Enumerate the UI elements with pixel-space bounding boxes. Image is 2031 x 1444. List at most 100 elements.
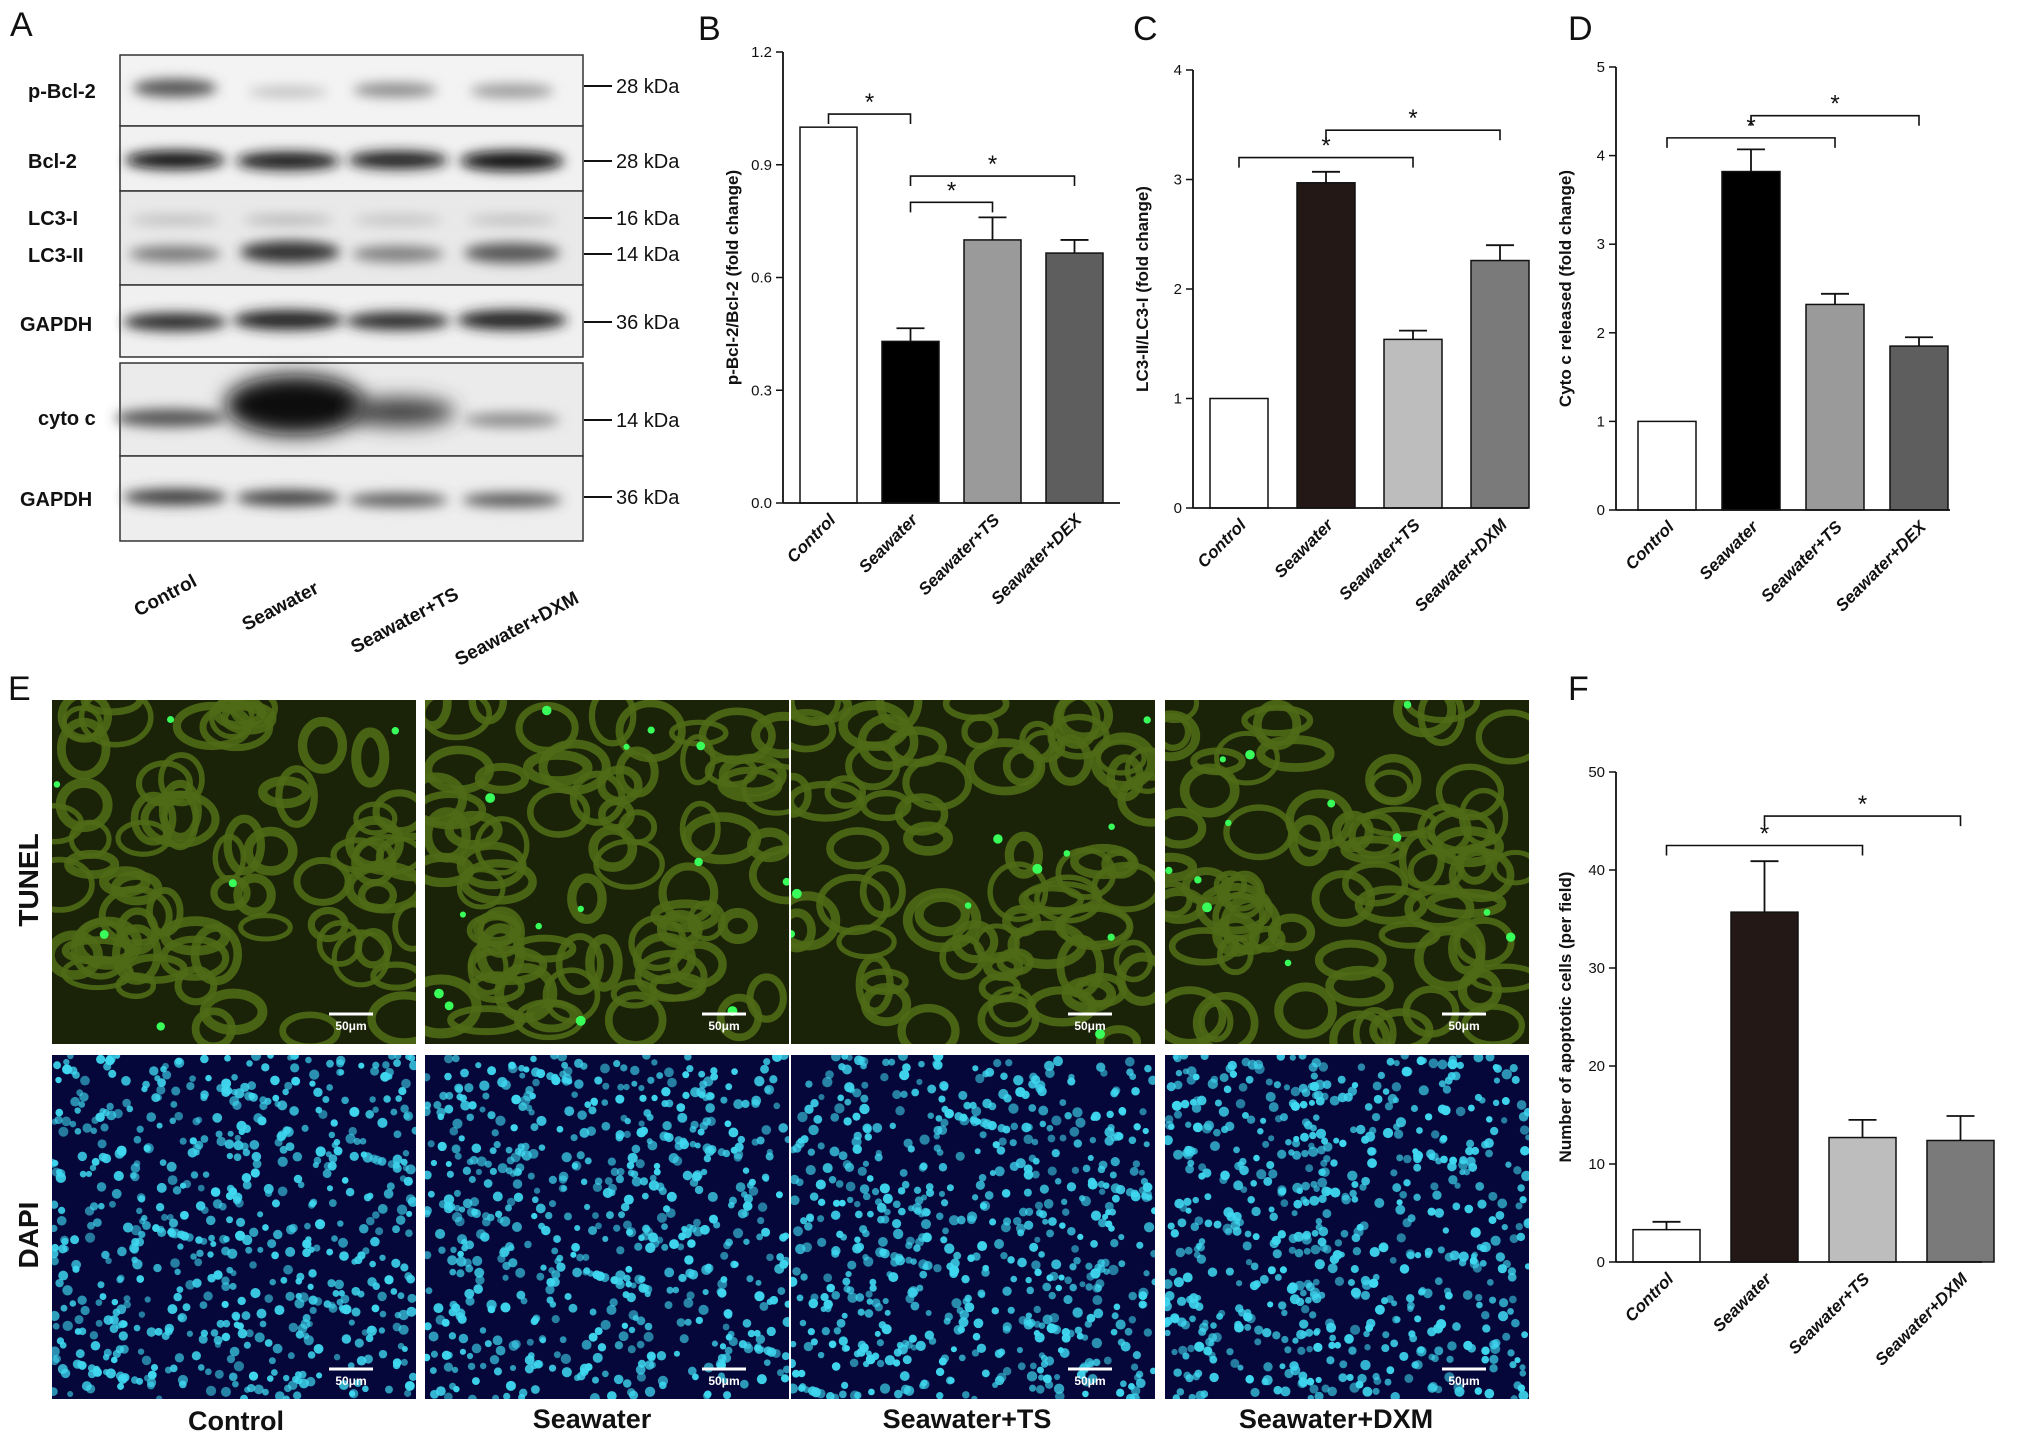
nucleus xyxy=(295,1277,303,1285)
nucleus xyxy=(493,1141,501,1149)
nucleus xyxy=(1514,1357,1521,1364)
nucleus xyxy=(458,1135,465,1142)
nucleus xyxy=(1477,1199,1487,1209)
nucleus xyxy=(406,1210,413,1217)
nucleus xyxy=(326,1248,334,1256)
tissue-strand xyxy=(57,717,111,780)
nucleus xyxy=(564,1106,575,1117)
nucleus xyxy=(1018,1207,1028,1217)
nucleus xyxy=(791,1195,800,1206)
tissue-strand xyxy=(615,746,659,798)
nucleus xyxy=(692,1170,703,1181)
tissue-strand xyxy=(212,700,266,730)
nucleus xyxy=(174,1353,185,1363)
nucleus xyxy=(1144,1064,1152,1073)
nucleus xyxy=(842,1159,852,1169)
nucleus xyxy=(700,1168,708,1176)
nucleus xyxy=(53,1061,62,1070)
nucleus xyxy=(207,1251,214,1258)
nucleus xyxy=(755,1334,766,1344)
nucleus xyxy=(1073,1139,1083,1148)
chart-c-sig-star-2: * xyxy=(1408,105,1417,132)
nucleus xyxy=(221,1300,229,1309)
nucleus xyxy=(954,1112,963,1121)
nucleus xyxy=(407,1293,416,1303)
nucleus xyxy=(647,1140,658,1151)
nucleus xyxy=(105,1257,112,1265)
nucleus xyxy=(901,1180,910,1189)
nucleus xyxy=(956,1307,964,1314)
nucleus xyxy=(495,1210,503,1218)
nucleus xyxy=(191,1351,201,1361)
nucleus xyxy=(994,1239,1005,1249)
nucleus xyxy=(471,1377,480,1386)
nucleus xyxy=(704,1145,715,1157)
nucleus xyxy=(221,1246,230,1256)
chart-f-sig-star-0: * xyxy=(1760,821,1769,848)
nucleus xyxy=(482,1092,490,1100)
nucleus xyxy=(357,1290,365,1298)
nucleus xyxy=(620,1114,628,1122)
nucleus xyxy=(1492,1099,1500,1107)
nucleus xyxy=(1274,1115,1283,1123)
nucleus xyxy=(131,1256,138,1264)
nucleus xyxy=(87,1369,97,1379)
tunel-positive-cell xyxy=(1483,908,1491,916)
nucleus xyxy=(648,1361,656,1369)
nucleus xyxy=(1151,1278,1155,1286)
nucleus xyxy=(1031,1138,1039,1146)
nucleus xyxy=(820,1305,827,1313)
nucleus xyxy=(972,1252,981,1261)
kda-lc3-i: 16 kDa xyxy=(616,208,680,230)
nucleus xyxy=(1474,1387,1483,1395)
nucleus xyxy=(1010,1122,1019,1131)
nucleus xyxy=(505,1167,513,1175)
nucleus xyxy=(606,1391,617,1399)
nucleus xyxy=(1047,1217,1057,1226)
nucleus xyxy=(1188,1393,1196,1399)
nucleus xyxy=(1111,1087,1120,1096)
nucleus xyxy=(1357,1063,1366,1071)
nucleus xyxy=(571,1242,580,1252)
nucleus xyxy=(285,1291,295,1302)
nucleus xyxy=(404,1389,412,1397)
nucleus xyxy=(1519,1196,1527,1204)
nucleus xyxy=(1265,1091,1276,1102)
chart-f-sig-bracket-0 xyxy=(1665,844,1864,856)
chart-c-ytick-label-3: 3 xyxy=(1174,172,1182,189)
nucleus xyxy=(130,1163,141,1173)
nucleus xyxy=(1507,1272,1517,1282)
blot-membrane-lc3 xyxy=(119,190,584,286)
tissue-strand xyxy=(392,901,416,952)
nucleus xyxy=(189,1137,197,1145)
nucleus xyxy=(305,1056,312,1064)
nucleus xyxy=(705,1091,714,1101)
nucleus xyxy=(168,1218,179,1228)
nucleus xyxy=(1278,1301,1287,1310)
nucleus xyxy=(271,1199,280,1208)
nucleus xyxy=(1061,1328,1071,1337)
scale-bar-label: 50μm xyxy=(708,1019,739,1033)
nucleus xyxy=(330,1119,338,1127)
nucleus xyxy=(1246,1115,1256,1124)
nucleus xyxy=(1090,1239,1098,1248)
chart-d-ytick-label-5: 5 xyxy=(1597,59,1605,76)
nucleus xyxy=(1289,1361,1299,1371)
nucleus xyxy=(1492,1338,1501,1348)
nucleus xyxy=(724,1120,732,1128)
nucleus xyxy=(1437,1059,1448,1070)
nucleus xyxy=(297,1181,305,1189)
nucleus xyxy=(1067,1077,1076,1086)
nucleus xyxy=(1038,1251,1045,1258)
nucleus xyxy=(1318,1194,1327,1204)
nucleus xyxy=(775,1191,783,1199)
nucleus xyxy=(345,1133,356,1144)
nucleus xyxy=(472,1255,483,1266)
nucleus xyxy=(519,1072,526,1079)
nucleus xyxy=(1176,1388,1185,1396)
nucleus xyxy=(1311,1229,1319,1237)
nucleus xyxy=(1489,1354,1499,1365)
nucleus xyxy=(576,1253,584,1262)
nucleus xyxy=(1046,1229,1054,1238)
nucleus xyxy=(309,1306,317,1315)
